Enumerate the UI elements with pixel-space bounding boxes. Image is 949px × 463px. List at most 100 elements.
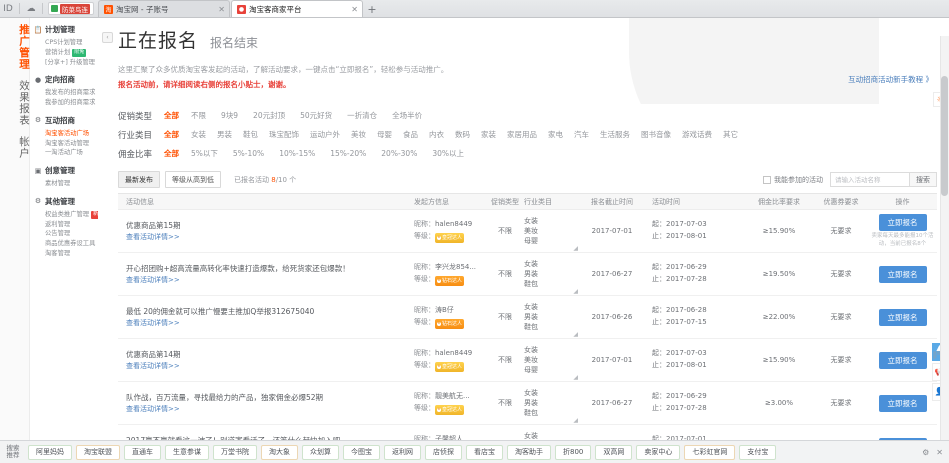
filter-option[interactable]: 其它 xyxy=(723,130,738,139)
filter-option-all[interactable]: 全部 xyxy=(164,149,179,158)
filter-option[interactable]: 不限 xyxy=(191,111,206,120)
filter-option[interactable]: 食品 xyxy=(403,130,418,139)
taskbar-chip[interactable]: 卖家中心 xyxy=(636,444,681,460)
tutorial-link[interactable]: 互动招商活动新手教程 》 xyxy=(848,75,933,84)
apply-button[interactable]: 立即报名 xyxy=(878,308,927,326)
rail-item-reports[interactable]: 效果报表 xyxy=(18,80,30,126)
cloud-icon[interactable]: ☁ xyxy=(26,4,36,14)
view-detail-link[interactable]: 查看活动详情>> xyxy=(126,362,180,370)
filter-option-all[interactable]: 全部 xyxy=(164,111,179,120)
browser-menu-icon[interactable]: ID xyxy=(3,4,13,14)
filter-option-all[interactable]: 全部 xyxy=(164,130,179,139)
checkbox-icon[interactable] xyxy=(763,175,771,184)
filter-option[interactable]: 生活服务 xyxy=(600,130,630,139)
filter-option[interactable]: 20元封顶 xyxy=(253,111,286,120)
sidebar-item-my-published-demands[interactable]: 我发布的招商需求 xyxy=(34,88,96,98)
new-tab-button[interactable]: + xyxy=(367,2,377,16)
taskbar-chip[interactable]: 众划算 xyxy=(302,444,339,460)
page-scrollbar-track[interactable] xyxy=(940,36,949,458)
table-row[interactable]: 最低 20的佣金就可以推广慢要主推加Q举报312675040 查看活动详情>> 昵称… xyxy=(118,296,937,339)
sort-newest-button[interactable]: 最新发布 xyxy=(118,171,160,188)
expand-icon[interactable]: ◢ xyxy=(573,244,578,252)
taskbar-chip[interactable]: 淘客助手 xyxy=(507,444,551,460)
filter-option[interactable]: 家居用品 xyxy=(507,130,537,139)
sidebar-group-header[interactable]: ⚙ 其他管理 xyxy=(34,196,96,207)
apply-button[interactable]: 立即报名 xyxy=(878,214,927,232)
activity-title[interactable]: 优惠商品第15期 xyxy=(126,221,181,230)
filter-option[interactable]: 运动户外 xyxy=(310,130,340,139)
search-input[interactable] xyxy=(831,173,909,186)
filter-option[interactable]: 母婴 xyxy=(377,130,392,139)
filter-option[interactable]: 数码 xyxy=(455,130,470,139)
activity-title[interactable]: 优惠商品第14期 xyxy=(126,350,181,359)
taskbar-chip[interactable]: 折800 xyxy=(555,444,592,460)
chevron-left-icon[interactable]: ‹ xyxy=(102,32,113,43)
view-detail-link[interactable]: 查看活动详情>> xyxy=(126,405,180,413)
taskbar-chip[interactable]: 直通车 xyxy=(124,444,161,460)
taskbar-chip[interactable]: 生意参谋 xyxy=(165,444,209,460)
sidebar-item-announcement-manage[interactable]: 公告管理 xyxy=(34,229,96,239)
filter-option[interactable]: 鞋包 xyxy=(243,130,258,139)
filter-option[interactable]: 男装 xyxy=(217,130,232,139)
extension-chip[interactable]: 防菜鸟连 xyxy=(48,2,94,15)
filter-option[interactable]: 美妆 xyxy=(351,130,366,139)
rail-item-promotion[interactable]: 推广管理 xyxy=(18,24,30,70)
filter-option[interactable]: 50元好货 xyxy=(300,111,333,120)
sidebar-item-cps-plan[interactable]: CPS计划管理 xyxy=(34,38,96,48)
tab-ended-registration[interactable]: 报名结束 xyxy=(210,36,259,50)
filter-option[interactable]: 5%以下 xyxy=(191,149,218,158)
table-row[interactable]: 优惠商品第14期 查看活动详情>> 昵称：halen8449 等级： ★ 皇冠达人 不限 女装… xyxy=(118,339,937,382)
close-icon[interactable]: ✕ xyxy=(351,4,358,14)
apply-button[interactable]: 立即报名 xyxy=(878,265,927,283)
filter-option[interactable]: 15%-20% xyxy=(330,149,367,158)
taskbar-chip[interactable]: 万堂书院 xyxy=(213,444,257,460)
sidebar-item-taoke-manage[interactable]: 淘客管理 xyxy=(34,249,96,259)
close-icon[interactable]: ✕ xyxy=(218,4,225,14)
close-icon[interactable]: ✕ xyxy=(936,447,943,457)
view-detail-link[interactable]: 查看活动详情>> xyxy=(126,319,180,327)
sidebar-group-header[interactable]: ● 定向招商 xyxy=(34,74,96,85)
sidebar-item-activity-square[interactable]: 淘宝客活动广场 xyxy=(34,129,96,139)
filter-option[interactable]: 5%-10% xyxy=(232,149,265,158)
view-detail-link[interactable]: 查看活动详情>> xyxy=(126,233,180,241)
filter-option[interactable]: 女装 xyxy=(191,130,206,139)
table-row[interactable]: 优惠商品第15期 查看活动详情>> 昵称：halen8449 等级： ★ 皇冠达人 不限 女装… xyxy=(118,210,937,253)
filter-option[interactable]: 图书音像 xyxy=(641,130,671,139)
expand-icon[interactable]: ◢ xyxy=(573,373,578,381)
expand-icon[interactable]: ◢ xyxy=(573,330,578,338)
activity-title[interactable]: 最低 20的佣金就可以推广慢要主推加Q举报312675040 xyxy=(126,307,315,316)
browser-tab-1[interactable]: 淘 淘宝网 - 子账号 ✕ xyxy=(98,0,230,17)
sidebar-item-rights-promotion[interactable]: 权益类推广管理 新 xyxy=(34,210,101,220)
table-row[interactable]: 队作战，百万流量，寻找最给力的产品，独家佣金必爆52期 查看活动详情>> 昵称：靓美… xyxy=(118,382,937,425)
taskbar-chip[interactable]: 今图宝 xyxy=(343,444,380,460)
sort-level-button[interactable]: 等级从高到低 xyxy=(165,171,221,188)
activity-title[interactable]: 开心招团购+超高流量高转化率快速打造爆款，给死货家还包爆款！ xyxy=(126,264,350,273)
view-detail-link[interactable]: 查看活动详情>> xyxy=(126,276,180,284)
filter-option[interactable]: 10%-15% xyxy=(279,149,316,158)
sidebar-item-my-joined-demands[interactable]: 我参加的招商需求 xyxy=(34,98,96,108)
sidebar-group-header[interactable]: ⚙ 互动招商 xyxy=(34,115,96,126)
taskbar-chip[interactable]: 淘宝联盟 xyxy=(76,444,120,460)
apply-button[interactable]: 立即报名 xyxy=(878,394,927,412)
sidebar-group-header[interactable]: ▣ 创意管理 xyxy=(34,165,96,176)
taskbar-chip[interactable]: 返利网 xyxy=(384,444,421,460)
taskbar-chip[interactable]: 双高网 xyxy=(595,444,633,460)
filter-option[interactable]: 一折清仓 xyxy=(347,111,378,120)
sidebar-item-material-manage[interactable]: 素材管理 xyxy=(34,179,96,189)
taskbar-chip[interactable]: 看店宝 xyxy=(466,444,503,460)
sidebar-item-coupon-tool[interactable]: 商品优惠券设工具 xyxy=(34,239,96,249)
filter-option[interactable]: 内衣 xyxy=(429,130,444,139)
filter-option[interactable]: 30%以上 xyxy=(432,149,464,158)
expand-icon[interactable]: ◢ xyxy=(573,287,578,295)
eligible-filter-checkbox[interactable]: 我能参加的活动 xyxy=(763,175,823,185)
sidebar-item-share-upgrade[interactable]: [分享+] 升级管理 xyxy=(34,58,96,68)
search-button[interactable]: 搜索 xyxy=(909,173,936,186)
apply-button[interactable]: 立即报名 xyxy=(878,351,927,369)
sidebar-group-header[interactable]: 📋 计划管理 xyxy=(34,24,96,35)
sidebar-item-etao-square[interactable]: 一淘活动广场 xyxy=(34,148,96,158)
taskbar-chip[interactable]: 支付宝 xyxy=(739,444,777,460)
filter-option[interactable]: 全场半价 xyxy=(392,111,423,120)
taskbar-chip[interactable]: 阿里妈妈 xyxy=(28,444,72,460)
filter-option[interactable]: 家装 xyxy=(481,130,496,139)
page-scrollbar-thumb[interactable] xyxy=(941,76,948,196)
